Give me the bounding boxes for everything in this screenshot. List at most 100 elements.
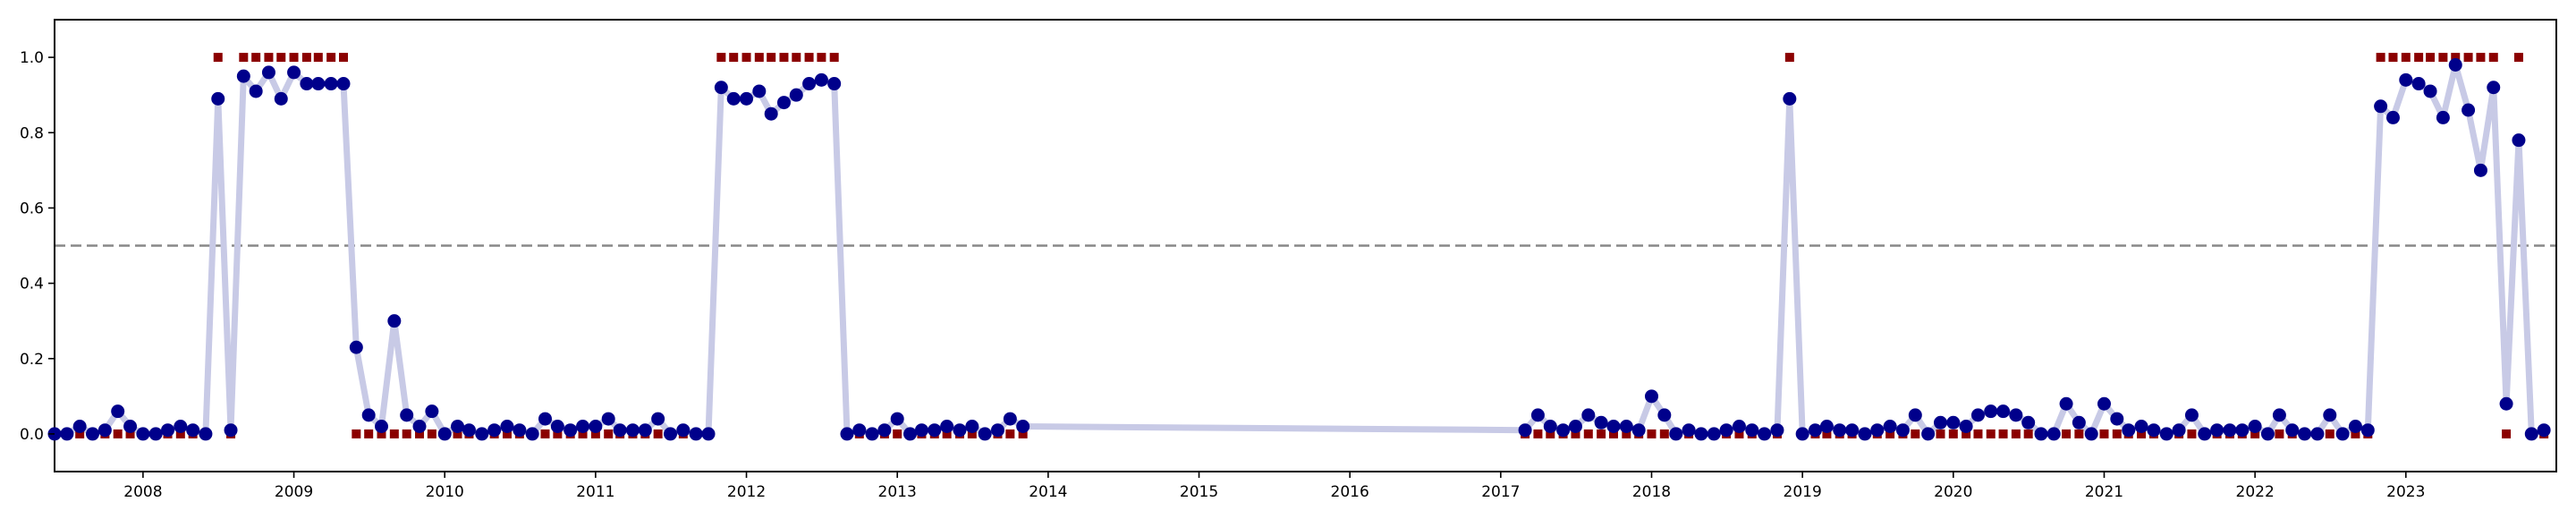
probability-point-88 bbox=[1644, 389, 1658, 404]
probability-point-3 bbox=[86, 427, 100, 441]
y-tick-label-4: 0.8 bbox=[20, 124, 44, 142]
probability-point-131 bbox=[2184, 408, 2199, 422]
probability-point-67 bbox=[890, 412, 904, 426]
probability-point-27 bbox=[387, 314, 402, 328]
probability-point-112 bbox=[1946, 415, 1961, 430]
probability-point-113 bbox=[1959, 420, 1973, 433]
probability-point-99 bbox=[1783, 91, 1797, 106]
label-point-125 bbox=[2112, 429, 2122, 438]
probability-point-22 bbox=[324, 77, 338, 91]
x-tick-label-9: 2017 bbox=[1481, 483, 1520, 501]
label-point-53 bbox=[716, 53, 726, 63]
label-point-25 bbox=[364, 429, 374, 438]
probability-point-11 bbox=[186, 423, 200, 438]
label-point-124 bbox=[2099, 429, 2109, 438]
probability-point-59 bbox=[789, 88, 803, 102]
probability-point-4 bbox=[97, 423, 112, 438]
label-point-79 bbox=[1533, 429, 1543, 438]
probability-point-34 bbox=[475, 427, 489, 441]
probability-point-46 bbox=[625, 423, 640, 438]
probability-point-158 bbox=[2524, 427, 2538, 441]
probability-point-119 bbox=[2034, 427, 2048, 441]
label-point-131 bbox=[2187, 429, 2197, 438]
probability-point-9 bbox=[161, 423, 175, 438]
probability-point-154 bbox=[2473, 163, 2487, 177]
probability-point-140 bbox=[2298, 427, 2312, 441]
probability-point-136 bbox=[2248, 420, 2262, 433]
probability-point-98 bbox=[1770, 423, 1784, 438]
probability-point-94 bbox=[1719, 423, 1733, 438]
probability-point-123 bbox=[2084, 427, 2098, 441]
x-tick-label-7: 2015 bbox=[1180, 483, 1218, 501]
label-point-71 bbox=[942, 429, 952, 438]
label-point-67 bbox=[893, 429, 902, 438]
probability-point-133 bbox=[2210, 423, 2224, 438]
probability-point-150 bbox=[2423, 84, 2437, 98]
label-point-59 bbox=[792, 53, 801, 63]
probability-point-2 bbox=[72, 420, 87, 433]
probability-point-29 bbox=[412, 420, 427, 433]
label-point-85 bbox=[1608, 429, 1618, 438]
probability-point-20 bbox=[300, 77, 314, 91]
label-point-21 bbox=[313, 53, 323, 63]
probability-point-71 bbox=[940, 420, 954, 433]
probability-point-76 bbox=[1003, 412, 1017, 426]
label-point-32 bbox=[453, 429, 462, 438]
probability-point-139 bbox=[2285, 423, 2300, 438]
probability-point-65 bbox=[865, 427, 879, 441]
probability-point-16 bbox=[249, 84, 263, 98]
probability-point-44 bbox=[601, 412, 615, 426]
probability-point-55 bbox=[740, 91, 754, 106]
probability-point-13 bbox=[211, 91, 225, 106]
probability-point-153 bbox=[2462, 103, 2476, 117]
probability-point-106 bbox=[1870, 423, 1885, 438]
probability-point-70 bbox=[928, 423, 942, 438]
label-point-89 bbox=[1659, 429, 1669, 438]
probability-point-96 bbox=[1745, 423, 1759, 438]
probability-point-73 bbox=[965, 420, 979, 433]
probability-point-23 bbox=[336, 77, 351, 91]
x-tick-label-6: 2014 bbox=[1029, 483, 1067, 501]
probability-point-26 bbox=[375, 420, 389, 433]
label-point-117 bbox=[2011, 429, 2021, 438]
label-point-142 bbox=[2325, 429, 2334, 438]
label-point-57 bbox=[767, 53, 776, 63]
label-point-18 bbox=[276, 53, 286, 63]
probability-point-60 bbox=[802, 77, 817, 91]
probability-point-62 bbox=[827, 77, 842, 91]
probability-point-104 bbox=[1845, 423, 1860, 438]
probability-point-141 bbox=[2310, 427, 2325, 441]
probability-point-152 bbox=[2448, 58, 2462, 72]
probability-point-138 bbox=[2272, 408, 2286, 422]
label-point-154 bbox=[2476, 53, 2486, 63]
x-tick-label-10: 2018 bbox=[1632, 483, 1671, 501]
probability-point-57 bbox=[764, 106, 778, 121]
probability-point-126 bbox=[2122, 423, 2136, 438]
probability-point-121 bbox=[2059, 396, 2073, 411]
label-point-39 bbox=[540, 429, 550, 438]
label-point-54 bbox=[729, 53, 739, 63]
probability-point-41 bbox=[564, 423, 578, 438]
label-point-62 bbox=[829, 53, 839, 63]
label-point-48 bbox=[653, 429, 663, 438]
label-point-5 bbox=[113, 429, 123, 438]
label-point-112 bbox=[1948, 429, 1958, 438]
probability-point-18 bbox=[274, 91, 288, 106]
probability-point-48 bbox=[651, 412, 665, 426]
probability-point-118 bbox=[2021, 415, 2036, 430]
y-tick-label-2: 0.4 bbox=[20, 276, 44, 294]
label-point-26 bbox=[377, 429, 386, 438]
label-point-147 bbox=[2388, 53, 2398, 63]
probability-point-38 bbox=[525, 427, 539, 441]
probability-point-77 bbox=[1016, 420, 1030, 433]
x-tick-label-4: 2012 bbox=[727, 483, 766, 501]
probability-point-83 bbox=[1581, 408, 1596, 422]
y-tick-label-0: 0.0 bbox=[20, 426, 44, 444]
label-point-138 bbox=[2275, 429, 2284, 438]
probability-point-10 bbox=[174, 420, 188, 433]
label-point-19 bbox=[289, 53, 299, 63]
label-point-102 bbox=[1822, 429, 1832, 438]
probability-point-86 bbox=[1619, 420, 1633, 433]
